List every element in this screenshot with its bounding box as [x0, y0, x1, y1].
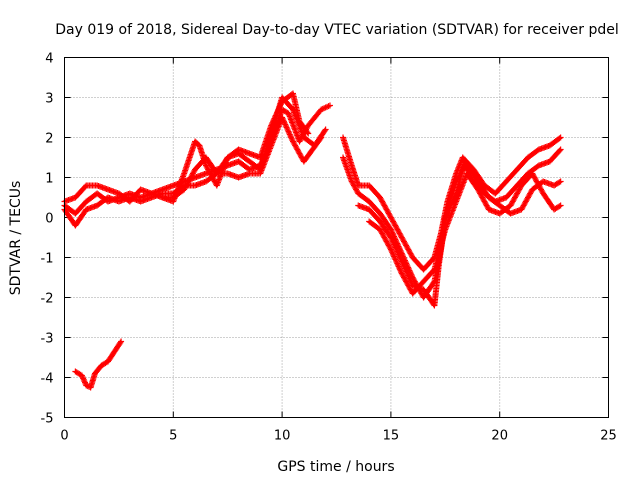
data-point [557, 146, 564, 153]
y-tick-label: 3 [45, 92, 53, 107]
data-point [117, 339, 124, 346]
series-track-7 [355, 158, 564, 309]
x-tick-label: 25 [600, 429, 617, 444]
chart-title: Day 019 of 2018, Sidereal Day-to-day VTE… [55, 22, 619, 38]
data-point [557, 134, 564, 141]
y-axis-title: SDTVAR / TECUs [8, 181, 24, 296]
x-axis-title: GPS time / hours [277, 459, 394, 475]
y-tick-label: 0 [45, 212, 53, 227]
y-tick-label: -4 [41, 372, 54, 387]
series-track-9 [72, 338, 125, 391]
data-point [556, 179, 563, 186]
data-point [118, 338, 125, 345]
data-point [556, 203, 563, 210]
x-tick-label: 20 [491, 429, 508, 444]
y-tick-label: -2 [41, 292, 54, 307]
y-tick-label: 4 [45, 52, 53, 67]
data-point [304, 129, 311, 136]
x-tick-label: 15 [383, 429, 400, 444]
y-tick-label: 2 [45, 132, 53, 147]
series-track-4 [159, 90, 312, 205]
y-tick-label: -1 [41, 252, 54, 267]
plot-frame [64, 57, 609, 418]
x-tick-label: 10 [274, 429, 291, 444]
data-point [305, 130, 312, 137]
y-tick-label: 1 [45, 172, 53, 187]
data-point [557, 178, 564, 185]
data-point [326, 102, 333, 109]
data-point [322, 126, 329, 133]
grid [64, 57, 609, 418]
y-tick-label: -5 [41, 412, 54, 427]
data-point [557, 202, 564, 209]
data-point [556, 147, 563, 154]
data-point [387, 245, 394, 252]
data-marks [61, 90, 564, 391]
x-tick-label: 5 [169, 429, 177, 444]
ticks: 0 5 10 15 20 25 -5 -4 -3 -2 -1 0 1 2 3 4 [41, 52, 617, 444]
y-tick-label: -3 [41, 332, 54, 347]
x-tick-label: 0 [60, 429, 68, 444]
data-point [556, 135, 563, 142]
data-point [321, 127, 328, 134]
series-track-8 [366, 170, 564, 297]
